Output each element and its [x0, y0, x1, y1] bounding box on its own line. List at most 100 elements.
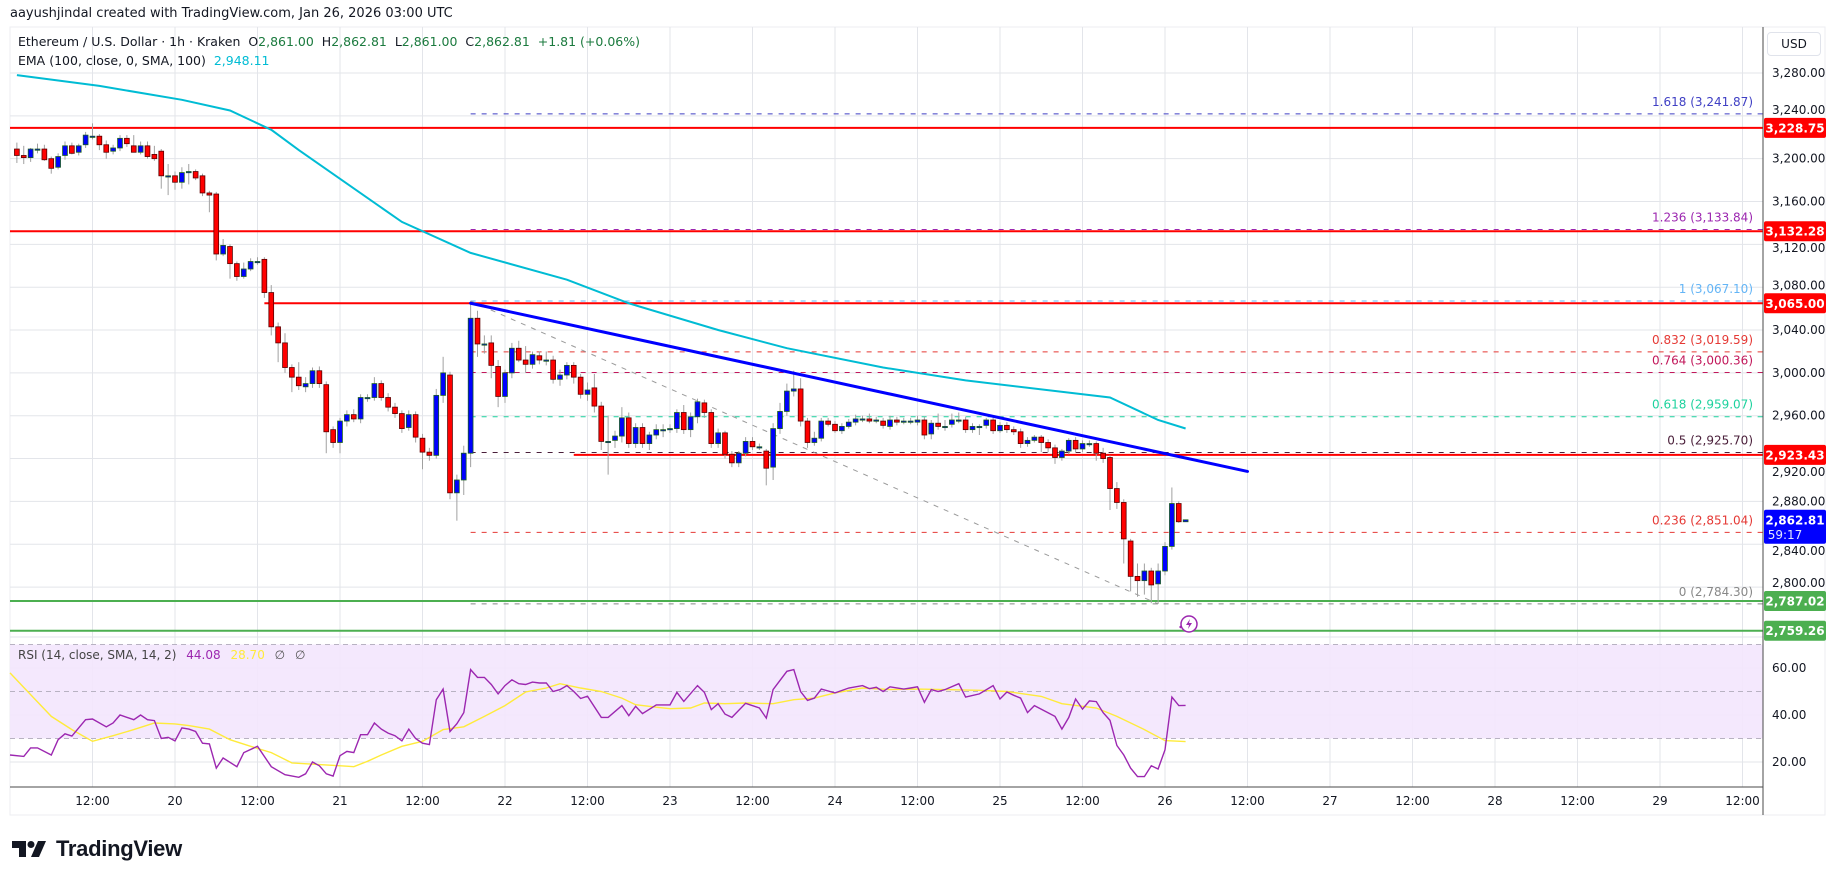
candle-down: [708, 412, 715, 444]
low-value: 2,861.00: [401, 34, 458, 49]
candle-down: [1017, 431, 1024, 444]
candle-down: [14, 148, 20, 156]
candle-down: [1045, 442, 1051, 449]
candle-up: [62, 145, 68, 156]
time-tick-label: 24: [827, 794, 842, 808]
fib-level-label: 0.618 (2,959.07): [1652, 398, 1753, 412]
candle-down: [515, 347, 522, 361]
trendline: [469, 301, 1249, 473]
candle-up: [220, 245, 226, 255]
low-label: L: [394, 34, 402, 49]
level-price-tag-text: 2,923.43: [1765, 448, 1824, 462]
candle-up: [454, 479, 460, 494]
candle-down: [261, 258, 268, 293]
candle-up: [928, 422, 935, 435]
level-price-tag-text: 3,132.28: [1765, 225, 1824, 239]
candle-down: [199, 175, 206, 194]
level-price-tag-text: 2,759.26: [1765, 624, 1824, 638]
change-value: +1.81 (+0.06%): [537, 34, 640, 49]
candle-up: [983, 419, 990, 426]
candle-up: [405, 414, 412, 428]
candle-down: [701, 402, 708, 413]
candle-up: [653, 429, 660, 436]
tradingview-logo[interactable]: TradingView: [12, 836, 182, 862]
rsi-legend[interactable]: RSI (14, close, SMA, 14, 2) 44.08 28.70 …: [18, 648, 305, 662]
candle-up: [344, 414, 350, 422]
ema-line: [16, 74, 1186, 430]
time-tick-label: 12:00: [1065, 794, 1100, 808]
candle-up: [34, 148, 41, 151]
level-price-tag[interactable]: 3,228.75: [1764, 117, 1826, 138]
candle-down: [797, 388, 804, 422]
candle-up: [481, 343, 488, 346]
time-tick-label: 12:00: [240, 794, 275, 808]
countdown-text: 59:17: [1768, 528, 1803, 542]
candle-down: [48, 158, 55, 169]
level-price-tag-text: 3,065.00: [1765, 297, 1824, 311]
level-price-tag[interactable]: 3,065.00: [1764, 293, 1826, 314]
fib-level-label: 1.618 (3,241.87): [1652, 95, 1753, 109]
time-tick-label: 12:00: [1560, 794, 1595, 808]
candle-down: [41, 148, 48, 161]
candle-down: [385, 397, 391, 408]
candle-down: [316, 370, 323, 384]
candle-down: [894, 419, 900, 423]
candle-down: [749, 441, 756, 448]
candle-down: [577, 376, 584, 395]
candle-down: [282, 342, 288, 368]
candle-up: [715, 432, 721, 444]
candle-down: [350, 414, 357, 420]
currency-button[interactable]: USD: [1767, 32, 1821, 56]
candle-down: [1052, 447, 1058, 458]
candle-up: [1031, 436, 1038, 441]
candle-up: [1065, 439, 1072, 452]
price-tick-label: 3,240.00: [1772, 103, 1825, 117]
candle-up: [818, 420, 825, 439]
candle-up: [914, 419, 921, 423]
rsi-tick-label: 40.00: [1772, 708, 1806, 722]
level-price-tag-text: 2,787.02: [1765, 594, 1824, 608]
rsi-tick-label: 20.00: [1772, 755, 1806, 769]
candle-down: [474, 317, 481, 345]
candle-up: [371, 383, 378, 398]
candle-down: [763, 450, 770, 469]
lightning-icon[interactable]: [1179, 615, 1198, 633]
high-label: H: [321, 34, 332, 49]
candle-down: [680, 412, 687, 431]
candle-up: [1155, 570, 1161, 585]
candle-up: [179, 172, 185, 183]
candle-up: [619, 417, 625, 437]
level-price-tag[interactable]: 2,923.43: [1764, 444, 1826, 465]
ema-legend[interactable]: EMA (100, close, 0, SMA, 100) 2,948.11: [18, 53, 270, 68]
candle-down: [1100, 452, 1106, 459]
candle-up: [859, 418, 866, 421]
candle-up: [735, 452, 742, 464]
candle-up: [529, 354, 536, 365]
level-price-tag[interactable]: 2,759.26: [1764, 620, 1826, 641]
level-price-tag-bg: [1764, 293, 1826, 314]
candle-up: [1059, 450, 1065, 458]
candle-down: [495, 366, 501, 397]
time-tick-label: 20: [167, 794, 182, 808]
candle-up: [770, 428, 776, 468]
candle-up: [742, 441, 749, 454]
candle-down: [419, 437, 426, 453]
candle-up: [1079, 443, 1086, 450]
price-tick-label: 3,000.00: [1772, 366, 1825, 380]
price-tick-label: 2,880.00: [1772, 494, 1825, 508]
brand-name: TradingView: [56, 836, 182, 861]
price-tick-label: 2,800.00: [1772, 576, 1825, 590]
fib-level-label: 0.764 (3,000.36): [1652, 353, 1753, 367]
candle-up: [949, 419, 955, 425]
candle-down: [550, 359, 556, 380]
candle-down: [832, 423, 838, 432]
time-tick-label: 12:00: [735, 794, 770, 808]
symbol-legend[interactable]: Ethereum / U.S. Dollar · 1h · Kraken O2,…: [18, 34, 640, 49]
time-tick-label: 25: [992, 794, 1007, 808]
candle-down: [323, 384, 330, 433]
level-price-tag[interactable]: 2,787.02: [1764, 590, 1826, 611]
time-tick-label: 12:00: [1725, 794, 1760, 808]
level-price-tag[interactable]: 3,132.28: [1764, 221, 1826, 242]
